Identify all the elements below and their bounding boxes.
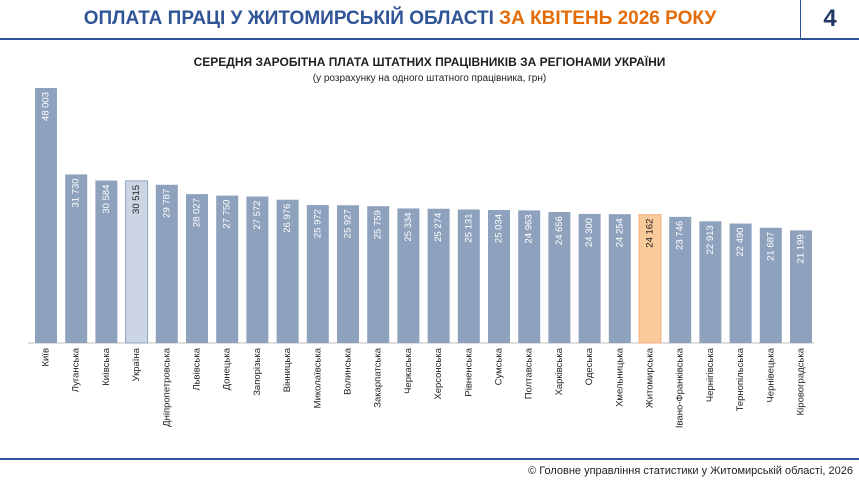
bar-value-label-25: 21 687 (765, 232, 776, 261)
source-note: © Головне управління статистики у Житоми… (528, 465, 853, 477)
bar-value-label-12: 25 759 (373, 210, 384, 239)
page-number: 4 (800, 0, 859, 38)
bar-24 (729, 223, 752, 343)
bar-7 (216, 195, 239, 343)
bar-value-label-10: 25 972 (312, 209, 323, 238)
category-label-18: Харківська (554, 347, 565, 395)
bar-chart: 48 003 Київ 31 730 Луганська 30 584 Київська 3… (28, 88, 814, 428)
category-label-11: Волинська (343, 347, 354, 395)
bar-value-label-7: 27 750 (222, 200, 233, 229)
bar-value-label-3: 30 584 (101, 185, 112, 214)
bar-value-label-18: 24 656 (554, 216, 565, 245)
bar-value-label-23: 22 913 (705, 225, 716, 254)
bar-value-label-6: 28 027 (192, 198, 203, 227)
bar-5 (155, 184, 178, 343)
category-label-12: Закарпатська (373, 347, 384, 407)
bar-value-label-8: 27 572 (252, 201, 263, 230)
bar-value-label-17: 24 963 (524, 214, 535, 243)
bar-value-label-22: 23 746 (675, 221, 686, 250)
category-label-3: Київська (101, 347, 112, 385)
bar-8 (246, 196, 269, 343)
bar-4 (125, 180, 149, 344)
category-label-14: Херсонська (433, 347, 444, 399)
bar-20 (608, 214, 631, 343)
footer-divider (0, 458, 859, 460)
category-label-19: Одеська (584, 347, 595, 385)
page-title-accent: ЗА КВІТЕНЬ 2026 РОКУ (499, 8, 717, 29)
category-label-24: Тернопільська (735, 347, 746, 411)
bar-23 (699, 221, 722, 343)
page-title-main: ОПЛАТА ПРАЦІ У ЖИТОМИРСЬКІЙ ОБЛАСТІ (83, 8, 500, 29)
bar-value-label-5: 29 787 (161, 189, 172, 218)
category-label-6: Львівська (192, 347, 203, 390)
bar-6 (186, 194, 208, 343)
chart-title: СЕРЕДНЯ ЗАРОБІТНА ПЛАТА ШТАТНИХ ПРАЦІВНИ… (193, 55, 666, 69)
category-label-16: Сумська (494, 347, 505, 385)
category-label-7: Донецька (222, 347, 233, 390)
bar-1 (35, 88, 57, 343)
bar-value-label-4: 30 515 (131, 185, 142, 214)
category-label-10: Миколаївська (312, 347, 323, 408)
bar-25 (759, 227, 782, 343)
bar-15 (457, 209, 480, 343)
category-label-25: Чернівецька (765, 347, 776, 402)
bar-value-label-20: 24 254 (614, 218, 625, 247)
bar-10 (306, 205, 329, 343)
bar-value-label-21: 24 162 (645, 219, 656, 248)
category-label-9: Вінницька (282, 347, 293, 392)
category-label-17: Полтавська (524, 347, 535, 399)
bar-18 (548, 212, 571, 343)
bar-26 (790, 230, 812, 343)
bar-value-label-19: 24 300 (584, 218, 595, 247)
header-divider (0, 38, 859, 40)
category-label-1: Київ (41, 348, 52, 367)
category-label-8: Запорізька (252, 347, 263, 396)
bar-9 (276, 199, 299, 343)
bar-value-label-14: 25 274 (433, 213, 444, 242)
category-label-2: Луганська (71, 347, 82, 392)
bar-value-label-13: 25 334 (403, 212, 414, 241)
bar-value-label-9: 26 976 (282, 204, 293, 233)
bar-14 (427, 208, 450, 343)
bar-13 (397, 208, 420, 343)
category-label-22: Івано-Франківська (675, 347, 686, 428)
category-label-26: Кіровоградська (796, 347, 807, 415)
category-label-15: Рівненська (463, 347, 474, 396)
bar-value-label-26: 21 199 (796, 234, 807, 263)
bar-value-label-1: 48 003 (41, 92, 52, 121)
category-label-4: Україна (131, 347, 142, 381)
bar-19 (578, 213, 601, 343)
bar-16 (488, 210, 510, 343)
category-label-20: Хмельницька (614, 347, 625, 407)
bar-22 (669, 216, 692, 343)
category-label-21: Житомирська (645, 347, 656, 408)
bar-12 (367, 206, 390, 343)
bar-value-label-16: 25 034 (494, 214, 505, 243)
bar-21 (638, 214, 662, 344)
chart-subtitle: (у розрахунку на одного штатного працівн… (312, 73, 547, 84)
bar-11 (337, 205, 359, 343)
page-title: ОПЛАТА ПРАЦІ У ЖИТОМИРСЬКІЙ ОБЛАСТІ ЗА К… (0, 0, 800, 38)
category-label-23: Чернігівська (705, 347, 716, 402)
bar-3 (95, 180, 118, 343)
category-label-5: Дніпропетровська (161, 347, 172, 427)
bar-value-label-2: 31 730 (71, 178, 82, 207)
category-label-13: Черкаська (403, 347, 414, 394)
bar-value-label-11: 25 927 (343, 209, 354, 238)
header: ОПЛАТА ПРАЦІ У ЖИТОМИРСЬКІЙ ОБЛАСТІ ЗА К… (0, 0, 859, 38)
bar-17 (518, 210, 541, 343)
bar-value-label-24: 22 490 (735, 228, 746, 257)
bar-2 (65, 174, 88, 343)
bar-value-label-15: 25 131 (463, 213, 474, 242)
